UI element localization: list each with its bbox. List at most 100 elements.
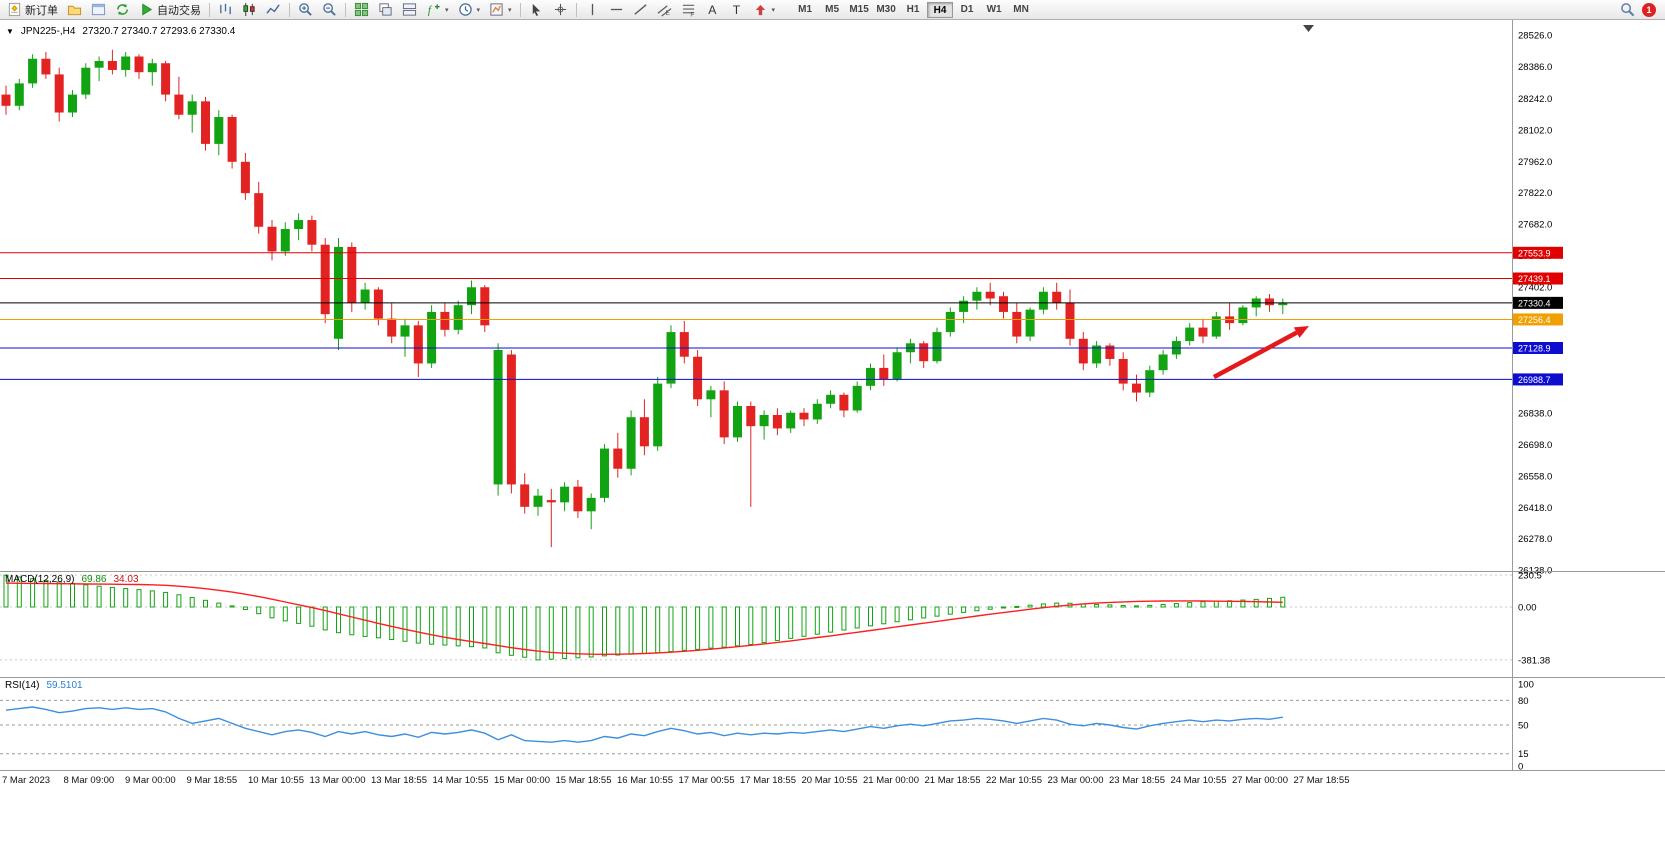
periods-button[interactable]: ▾ (454, 1, 485, 19)
arrows-tool-button[interactable]: ▾ (749, 1, 780, 19)
svg-text:27439.1: 27439.1 (1518, 274, 1551, 284)
time-axis[interactable]: 7 Mar 2023 8 Mar 09:00 9 Mar 00:00 9 Mar 18… (0, 770, 1665, 792)
time-label: 14 Mar 10:55 (432, 775, 489, 786)
time-label: 9 Mar 18:55 (186, 775, 238, 786)
svg-text:28386.0: 28386.0 (1518, 62, 1552, 73)
new-order-icon (8, 2, 21, 17)
crosshair-button[interactable] (549, 1, 572, 19)
svg-text:100: 100 (1518, 680, 1534, 691)
timeframe-m15[interactable]: M15 (849, 3, 869, 15)
indicators-icon: f (428, 4, 440, 17)
line-chart-button[interactable] (262, 1, 285, 19)
timeframe-d1[interactable]: D1 (960, 3, 974, 15)
svg-text:0: 0 (1518, 762, 1523, 773)
svg-text:f: f (428, 5, 433, 17)
toolbar-separator (209, 2, 210, 17)
time-label: 17 Mar 18:55 (740, 775, 796, 786)
cascade-windows-button[interactable] (374, 1, 397, 19)
time-label: 15 Mar 18:55 (555, 775, 612, 786)
svg-text:E: E (665, 10, 670, 17)
label-tool-button[interactable]: T (725, 1, 748, 19)
timeframe-m5[interactable]: M5 (825, 3, 840, 15)
vertical-line-button[interactable] (581, 1, 604, 19)
svg-text:26698.0: 26698.0 (1518, 440, 1552, 451)
chevron-down-icon: ▾ (445, 6, 449, 14)
profiles-button[interactable] (63, 1, 86, 19)
timeframe-toolbar: M1 M5 M15 M30 H1 H4 D1 W1 MN (792, 1, 1034, 18)
tile-windows-button[interactable] (350, 1, 373, 19)
timeframe-mn[interactable]: MN (1013, 3, 1029, 15)
main-chart-canvas[interactable]: 28526.0 28386.0 28242.0 28102.0 27962.0 27822… (0, 20, 1665, 577)
cursor-icon (532, 3, 540, 16)
chart-window-icon (91, 3, 106, 16)
rsi-value: 59.5101 (46, 680, 83, 691)
main-toolbar: 新订单 自动交易 (0, 0, 1665, 20)
svg-text:27128.9: 27128.9 (1518, 344, 1551, 354)
toolbar-separator (519, 2, 521, 17)
zoom-in-button[interactable] (294, 1, 317, 19)
zoom-out-icon (323, 3, 336, 16)
time-label: 27 Mar 18:55 (1293, 775, 1350, 786)
time-label: 20 Mar 10:55 (801, 775, 858, 786)
auto-trading-button[interactable]: 自动交易 (135, 1, 205, 19)
tile-windows-icon (354, 2, 369, 17)
trendline-icon (634, 4, 647, 15)
svg-text:50: 50 (1518, 721, 1529, 732)
chart-window-button[interactable] (87, 1, 110, 19)
one-click-trading-toggle[interactable]: ▼ (6, 27, 14, 36)
notification-badge[interactable]: 1 (1642, 2, 1656, 17)
search-icon[interactable] (1620, 2, 1635, 17)
indicators-button[interactable]: f ▾ (422, 1, 453, 19)
svg-text:A: A (708, 3, 717, 17)
timeframe-w1[interactable]: W1 (986, 3, 1002, 15)
time-label: 15 Mar 00:00 (494, 775, 550, 786)
svg-text:27256.4: 27256.4 (1518, 315, 1551, 325)
svg-text:27330.4: 27330.4 (1518, 298, 1551, 308)
svg-text:26838.0: 26838.0 (1518, 409, 1552, 420)
zoom-out-button[interactable] (318, 1, 341, 19)
chevron-down-icon: ▾ (476, 6, 481, 14)
refresh-button[interactable] (111, 1, 134, 19)
arrange-windows-button[interactable] (398, 1, 421, 19)
horizontal-line-button[interactable] (605, 1, 628, 19)
text-tool-button[interactable]: A (701, 1, 724, 19)
trendline-button[interactable] (629, 1, 652, 19)
channel-icon: E (657, 5, 671, 17)
candlestick-button[interactable] (238, 1, 261, 19)
timeframe-h4[interactable]: H4 (927, 1, 954, 18)
profiles-folder-icon (67, 5, 82, 16)
time-label: 27 Mar 00:00 (1232, 775, 1288, 786)
timeframe-m30[interactable]: M30 (876, 3, 896, 15)
bar-chart-button[interactable] (214, 1, 237, 19)
channel-button[interactable]: E (653, 1, 676, 19)
svg-text:28242.0: 28242.0 (1518, 94, 1552, 105)
line-chart-icon (266, 4, 280, 14)
time-label: 9 Mar 00:00 (125, 775, 176, 786)
svg-text:28102.0: 28102.0 (1518, 125, 1552, 136)
fibonacci-button[interactable]: F (677, 1, 700, 19)
svg-text:F: F (690, 12, 694, 17)
templates-button[interactable]: ▾ (485, 1, 516, 19)
svg-text:80: 80 (1518, 696, 1529, 707)
cursor-button[interactable] (525, 1, 548, 19)
macd-main-value: 69.86 (81, 574, 107, 585)
toolbar-separator (575, 2, 577, 17)
arrange-windows-icon (402, 3, 417, 16)
timeframe-h1[interactable]: H1 (906, 3, 920, 15)
time-label: 21 Mar 18:55 (924, 775, 981, 786)
svg-text:27962.0: 27962.0 (1518, 157, 1552, 168)
time-label: 10 Mar 10:55 (248, 775, 304, 786)
template-icon (490, 3, 503, 16)
clock-icon (458, 3, 472, 16)
chart-header: ▼ JPN225-,H4 27320.7 27340.7 27293.6 273… (6, 26, 235, 37)
svg-text:T: T (732, 3, 740, 17)
label-icon: T (732, 3, 740, 17)
macd-panel-canvas[interactable]: 230.5 0.00 -381.38 (0, 571, 1665, 677)
rsi-panel-canvas[interactable]: 100 80 50 15 0 (0, 677, 1665, 773)
svg-text:26278.0: 26278.0 (1518, 534, 1552, 545)
play-icon (142, 3, 153, 16)
time-label: 17 Mar 00:55 (678, 775, 735, 786)
time-label: 16 Mar 10:55 (617, 775, 673, 786)
timeframe-m1[interactable]: M1 (798, 3, 813, 15)
new-order-button[interactable]: 新订单 (3, 1, 62, 19)
